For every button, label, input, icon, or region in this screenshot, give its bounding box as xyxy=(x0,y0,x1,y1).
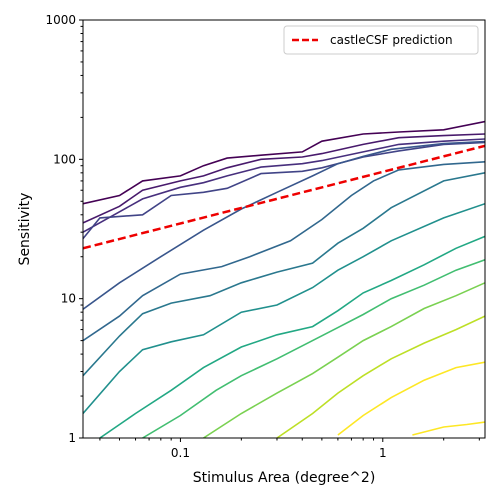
series-line-9 xyxy=(99,235,485,438)
y-tick-label: 1000 xyxy=(45,13,76,27)
x-tick-label: 0.1 xyxy=(171,446,190,460)
y-tick-label: 10 xyxy=(61,292,76,306)
x-tick-label: 1 xyxy=(379,446,387,460)
series-line-2 xyxy=(83,133,485,224)
prediction-line xyxy=(83,144,485,250)
series-line-14 xyxy=(412,421,485,436)
legend: castleCSF prediction xyxy=(283,25,479,55)
series-line-7 xyxy=(83,172,485,377)
plot-series xyxy=(83,120,485,438)
y-ticks: 1 10 100 1000 xyxy=(45,13,83,445)
plot-frame xyxy=(82,19,486,439)
series-line-11 xyxy=(203,282,485,438)
series-line-13 xyxy=(337,361,485,436)
series-line-12 xyxy=(276,315,485,438)
legend-entry: castleCSF prediction xyxy=(330,33,453,47)
series-line-3 xyxy=(83,138,485,233)
series-line-10 xyxy=(142,259,485,438)
y-tick-label: 100 xyxy=(53,152,76,166)
legend-box xyxy=(283,25,479,55)
y-axis-label: Sensitivity xyxy=(17,193,33,266)
series-line-5 xyxy=(83,140,485,310)
series-line-6 xyxy=(83,161,485,342)
series-line-4 xyxy=(83,141,485,240)
series-line-8 xyxy=(83,202,485,415)
y-tick-label: 1 xyxy=(68,431,76,445)
x-ticks: 0.1 1 xyxy=(99,438,480,460)
series-line-1 xyxy=(83,120,485,205)
x-axis-label: Stimulus Area (degree^2) xyxy=(193,470,376,486)
